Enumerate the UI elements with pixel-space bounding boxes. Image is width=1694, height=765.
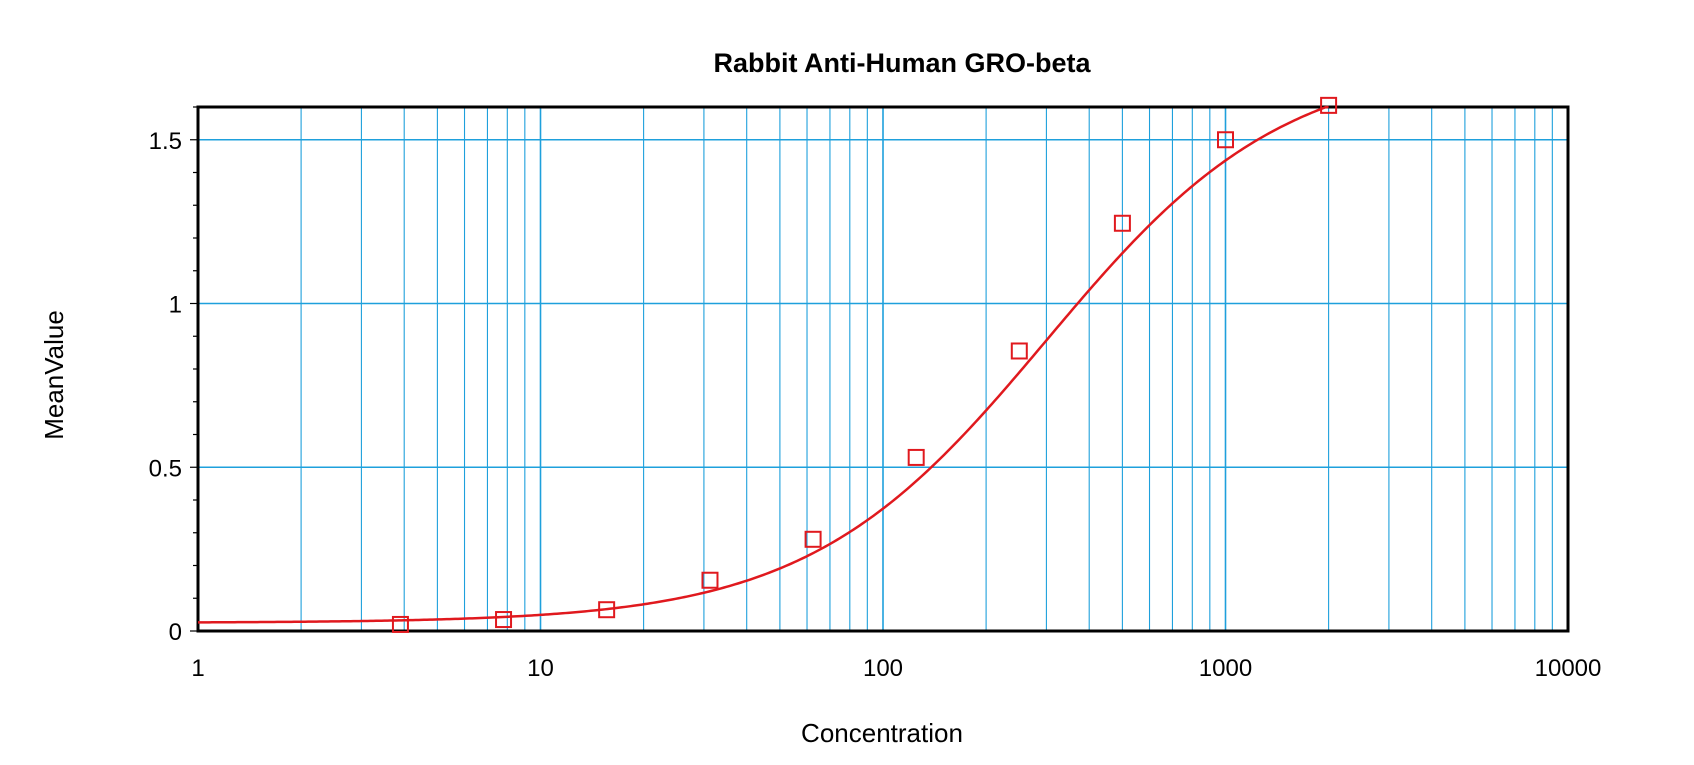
data-point — [701, 571, 719, 589]
x-tick-label: 1 — [191, 655, 204, 682]
y-tick-label: 0 — [169, 619, 182, 646]
data-point — [1010, 342, 1028, 360]
data-point — [1217, 131, 1234, 149]
data-point — [391, 615, 409, 633]
plot-frame — [196, 105, 1570, 633]
x-tick-label: 1000 — [1199, 655, 1252, 682]
data-point — [495, 611, 513, 629]
data-point — [804, 530, 822, 548]
chart-title: Rabbit Anti-Human GRO-beta — [714, 48, 1092, 78]
x-tick-label: 10000 — [1535, 655, 1602, 682]
x-axis-label: Concentration — [801, 718, 963, 748]
fit-curve — [197, 105, 1329, 624]
data-point — [1113, 214, 1131, 232]
y-tick-label: 0.5 — [149, 455, 182, 482]
data-point — [598, 601, 616, 619]
y-tick-label: 1 — [169, 292, 182, 319]
x-tick-labels: 1 10 100 1000 10000 — [191, 655, 1601, 682]
data-point — [1320, 96, 1338, 114]
y-axis-label: MeanValue — [39, 310, 69, 440]
x-tick-label: 100 — [863, 655, 903, 682]
x-tick-label: 10 — [527, 655, 554, 682]
data-points — [391, 96, 1338, 633]
data-point — [907, 448, 925, 466]
y-tick-labels: 0 0.5 1 1.5 — [149, 128, 182, 646]
y-tick-label: 1.5 — [149, 128, 182, 155]
grid — [198, 107, 1568, 631]
